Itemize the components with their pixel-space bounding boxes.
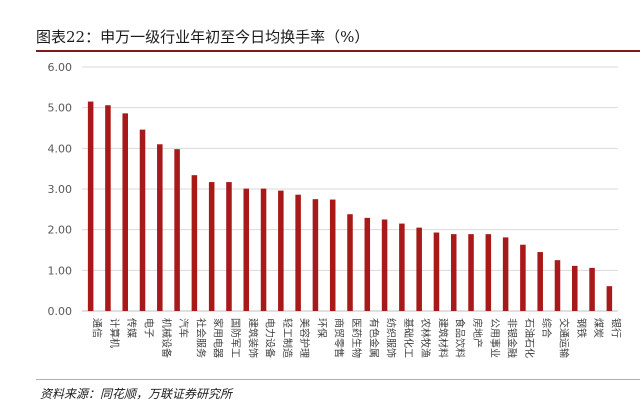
x-tick-label: 电力设备 — [264, 318, 277, 358]
x-tick-label: 美容护理 — [298, 318, 311, 358]
y-tick-label: 6.00 — [48, 61, 73, 74]
x-tick-label: 食品饮料 — [454, 318, 467, 358]
x-tick-label: 纺织服饰 — [385, 318, 398, 358]
x-tick-label: 房地产 — [471, 318, 484, 348]
bar-基础化工 — [399, 223, 405, 311]
x-tick-label: 非银金融 — [506, 318, 519, 358]
bar-电力设备 — [260, 188, 267, 311]
x-tick-label: 传媒 — [125, 318, 137, 338]
x-tick-label: 建筑装饰 — [246, 318, 259, 358]
bar-纺织服饰 — [381, 219, 388, 311]
bar-环保 — [312, 199, 319, 311]
bar-石油石化 — [520, 244, 526, 311]
bar-计算机 — [105, 105, 111, 311]
bar-建筑材料 — [433, 232, 440, 311]
y-tick-label: 5.00 — [48, 102, 73, 115]
y-tick-label: 0.00 — [48, 305, 73, 318]
bar-通信 — [87, 101, 94, 311]
bar-农林牧渔 — [416, 227, 422, 311]
bar-煤炭 — [589, 267, 595, 311]
x-tick-label: 公用事业 — [488, 318, 501, 358]
bar-美容护理 — [295, 194, 301, 311]
x-tick-label: 国防军工 — [229, 318, 242, 358]
bars — [87, 101, 613, 311]
x-tick-label: 农林牧渔 — [419, 318, 432, 358]
bar-轻工制造 — [278, 190, 284, 311]
x-tick-label: 石油石化 — [523, 318, 536, 358]
x-tick-label: 有色金属 — [367, 318, 380, 358]
bar-食品饮料 — [450, 234, 457, 311]
bar-医药生物 — [347, 214, 353, 311]
footer-rule — [36, 379, 640, 380]
x-tick-label: 电子 — [143, 318, 156, 338]
x-tick-label: 轻工制造 — [281, 318, 294, 358]
x-tick-label: 交通运输 — [557, 318, 570, 358]
x-tick-label: 医药生物 — [350, 318, 363, 358]
x-tick-label: 机械设备 — [160, 318, 173, 358]
bar-公用事业 — [485, 234, 492, 311]
bar-非银金融 — [502, 237, 509, 311]
x-axis-tick-labels: 通信 计算机 传媒 电子 机械设备 汽车 社会服务 家用电器 国防军工 建筑装饰 电力设备 轻工制造美… — [91, 318, 623, 358]
x-tick-label: 汽车 — [177, 318, 190, 338]
x-tick-label: 商贸零售 — [333, 318, 346, 358]
bar-建筑装饰 — [243, 188, 250, 311]
chart-title: 图表22：申万一级行业年初至今日均换手率（%） — [36, 28, 370, 46]
bar-钢铁 — [572, 265, 578, 311]
bar-银行 — [606, 286, 613, 311]
bar-交通运输 — [554, 260, 561, 311]
x-tick-label: 基础化工 — [402, 318, 415, 358]
x-tick-label: 计算机 — [108, 318, 121, 348]
bar-有色金属 — [364, 217, 371, 311]
bar-国防军工 — [226, 182, 232, 311]
x-tick-label: 钢铁 — [575, 318, 588, 338]
bar-电子 — [139, 129, 146, 311]
x-tick-label: 家用电器 — [212, 318, 225, 358]
x-tick-label: 建筑材料 — [436, 318, 449, 358]
y-tick-label: 4.00 — [48, 142, 73, 155]
bar-传媒 — [122, 113, 128, 311]
bar-社会服务 — [191, 175, 198, 311]
x-tick-label: 通信 — [91, 318, 103, 338]
bar-综合 — [537, 252, 543, 311]
y-tick-label: 1.00 — [48, 264, 73, 277]
x-tick-label: 银行 — [609, 318, 622, 338]
bar-汽车 — [174, 149, 180, 311]
bar-商贸零售 — [329, 199, 336, 311]
bar-chart: 0.00 1.00 2.00 3.00 4.00 5.00 6.00 通信 计算机 传媒 电子 机械… — [48, 61, 623, 358]
x-tick-label: 煤炭 — [592, 318, 605, 338]
y-axis-tick-labels: 0.00 1.00 2.00 3.00 4.00 5.00 6.00 — [48, 61, 73, 318]
title-rule — [36, 50, 640, 52]
source-note: 资料来源：同花顺，万联证券研究所 — [40, 387, 233, 401]
x-tick-label: 社会服务 — [194, 318, 207, 358]
bar-家用电器 — [208, 182, 215, 311]
y-tick-label: 2.00 — [48, 224, 73, 237]
bar-房地产 — [468, 234, 474, 311]
bar-机械设备 — [157, 144, 163, 311]
x-tick-label: 环保 — [315, 318, 328, 338]
x-tick-label: 综合 — [540, 318, 553, 338]
y-tick-label: 3.00 — [48, 183, 73, 196]
